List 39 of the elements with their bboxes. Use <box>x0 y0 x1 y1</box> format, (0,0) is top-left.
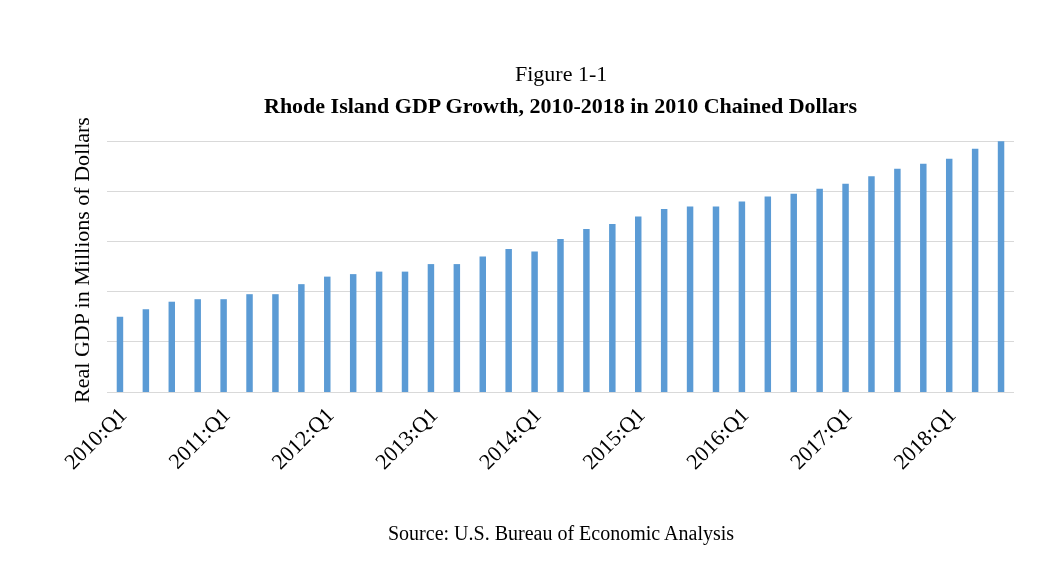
bar <box>790 193 797 392</box>
bar <box>401 271 409 392</box>
bar <box>997 141 1005 392</box>
chart-subtitle: Rhode Island GDP Growth, 2010-2018 in 2010 Chained Dollars <box>264 93 858 118</box>
chart-title: Figure 1-1 <box>515 61 608 86</box>
bar <box>764 196 772 392</box>
bar <box>194 299 201 392</box>
bar <box>842 183 849 392</box>
bar <box>479 256 486 392</box>
bar <box>557 239 564 392</box>
bar <box>712 206 720 392</box>
bar <box>298 284 305 392</box>
bar <box>531 251 538 392</box>
bar <box>375 271 383 392</box>
bar <box>816 188 823 392</box>
bar <box>246 294 253 392</box>
bar <box>427 264 435 392</box>
bar <box>868 176 875 392</box>
bar <box>945 158 953 392</box>
bar <box>894 168 901 392</box>
bar <box>272 294 279 392</box>
bar <box>142 309 150 392</box>
bar <box>349 274 357 392</box>
bar <box>635 216 642 392</box>
bar <box>324 276 331 392</box>
bar <box>505 249 512 392</box>
bar <box>116 316 124 392</box>
bar <box>686 206 694 392</box>
y-axis-title: Real GDP in Millions of Dollars <box>68 117 94 403</box>
source-note: Source: U.S. Bureau of Economic Analysis <box>388 522 735 545</box>
bar <box>453 264 461 392</box>
bar <box>971 148 979 392</box>
bar <box>609 223 616 392</box>
bar <box>660 208 668 392</box>
bar <box>920 163 927 392</box>
bar <box>220 299 227 392</box>
bar <box>738 201 746 392</box>
bar <box>583 228 590 392</box>
bar <box>168 301 176 392</box>
